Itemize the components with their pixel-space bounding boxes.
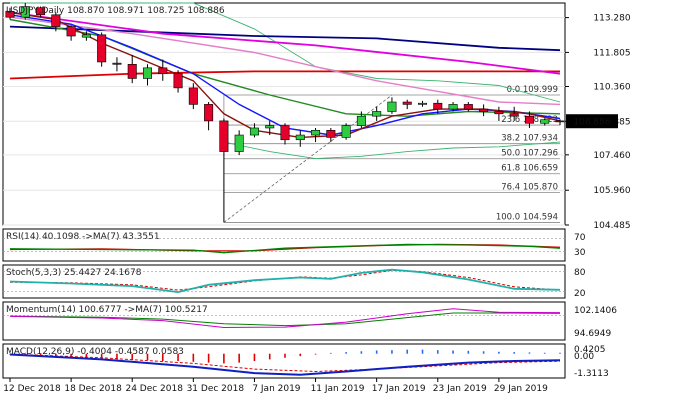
candle-up	[417, 102, 428, 105]
fib-label: 50.0 107.296	[501, 149, 558, 159]
candle-down	[219, 120, 229, 152]
fib-label: 61.8 106.659	[501, 164, 558, 174]
rsi-tick: 30	[574, 248, 586, 258]
candle-up	[540, 119, 550, 124]
y-tick-label: 113.280	[593, 14, 630, 24]
macd-tick: 0.4205	[574, 345, 606, 355]
x-tick-label: 18 Dec 2018	[64, 384, 122, 394]
stoch-title: Stoch(5,3,3) 25.4427 24.1678	[6, 268, 142, 278]
momentum-tick: 102.1406	[574, 306, 617, 316]
candle-down	[173, 73, 183, 89]
fib-label: 76.4 105.870	[501, 182, 558, 192]
ma-darkred	[9, 11, 561, 139]
candle-down	[66, 26, 76, 37]
last-price-box	[566, 114, 618, 129]
x-tick-label: 29 Jan 2019	[494, 384, 548, 394]
candle-up	[341, 125, 351, 138]
y-tick-label: 107.460	[593, 151, 630, 161]
candle-up	[356, 115, 366, 126]
stoch-k-line	[9, 268, 561, 294]
candle-down	[433, 102, 443, 110]
stoch-tick: 20	[574, 289, 586, 299]
momentum-title: Momentum(14) 100.6777 ->MA(7) 100.5217	[6, 305, 208, 315]
candle-down	[402, 101, 412, 105]
last-price-label: 108.886	[573, 118, 610, 128]
candle-up	[142, 67, 153, 79]
x-tick-label: 7 Jan 2019	[252, 384, 300, 394]
candle-down	[280, 125, 290, 141]
candle-up	[20, 6, 30, 18]
x-tick-label: 31 Dec 2018	[187, 384, 245, 394]
candles	[5, 3, 565, 223]
momentum-panel: Momentum(14) 100.6777 ->MA(7) 100.5217 1…	[2, 301, 617, 341]
y-tick-label: 110.360	[593, 82, 630, 92]
x-tick-label: 23 Jan 2019	[433, 384, 487, 394]
candle-down	[158, 67, 168, 75]
y-tick-label: 104.485	[593, 221, 630, 231]
macd-panel: MACD(12,26,9) -0.4004 -0.4587 0.0583 0.4…	[2, 343, 609, 379]
candle-up	[387, 101, 397, 112]
candle-up	[81, 34, 91, 38]
candle-down	[555, 120, 565, 123]
candle-down	[5, 10, 15, 18]
candle-up	[372, 111, 382, 117]
ma-pink	[9, 16, 561, 106]
x-tick-label: 17 Jan 2019	[372, 384, 426, 394]
fib-label: 100.0 104.594	[496, 212, 558, 222]
macd-frame	[2, 343, 566, 379]
stoch-tick: 80	[574, 268, 586, 278]
candle-down	[188, 87, 198, 105]
fib-label: 0.0 109.999	[507, 85, 558, 95]
macd-signal-line	[9, 353, 561, 373]
candle-up	[311, 130, 321, 136]
candle-down	[326, 130, 336, 138]
macd-tick: 0.00	[574, 352, 594, 362]
rsi-title: RSI(14) 40.1098 ->MA(7) 43.3551	[6, 232, 160, 242]
candle-down	[463, 104, 473, 110]
candle-down	[112, 62, 122, 65]
candle-down	[204, 104, 214, 122]
stoch-frame	[2, 264, 566, 299]
date-axis: 12 Dec 2018 18 Dec 2018 24 Dec 2018 31 Dec …	[3, 378, 548, 394]
candle-down	[127, 64, 137, 79]
x-tick-label: 12 Dec 2018	[3, 384, 61, 394]
price-axis: 113.280111.805110.360108.885107.460105.9…	[565, 14, 631, 231]
moving-averages	[9, 11, 561, 139]
momentum-line	[9, 308, 561, 329]
candle-up	[265, 125, 275, 129]
x-tick-label: 24 Dec 2018	[125, 384, 183, 394]
candle-down	[509, 113, 519, 117]
candle-down	[51, 14, 61, 27]
main-title: USDJPY,Daily 108.870 108.971 108.725 108…	[6, 6, 225, 16]
candle-down	[479, 108, 489, 112]
rsi-tick: 70	[574, 233, 586, 243]
ma-magenta	[9, 11, 561, 75]
candle-down	[524, 115, 534, 124]
macd-line	[9, 353, 561, 376]
rsi-panel: RSI(14) 40.1098 ->MA(7) 43.3551 70 30	[2, 228, 586, 262]
main-grid	[3, 17, 565, 226]
x-tick-label: 11 Jan 2019	[311, 384, 365, 394]
candle-down	[97, 34, 107, 63]
candle-up	[295, 134, 305, 141]
stoch-panel: Stoch(5,3,3) 25.4427 24.1678 80 20	[2, 264, 586, 299]
candle-down	[36, 7, 46, 16]
macd-title: MACD(12,26,9) -0.4004 -0.4587 0.0583	[6, 347, 184, 357]
candle-up	[234, 134, 244, 152]
momentum-frame	[2, 301, 566, 341]
momentum-tick: 94.6949	[574, 329, 611, 339]
macd-tick: -1.3113	[574, 369, 609, 379]
ma-red	[9, 70, 560, 80]
rsi-line	[9, 243, 561, 254]
y-tick-label: 111.805	[593, 48, 630, 58]
y-tick-label: 105.960	[593, 186, 630, 196]
candle-up	[448, 104, 458, 110]
fib-label: 38.2 107.934	[501, 134, 558, 144]
candle-up	[249, 127, 259, 136]
bb-lower	[223, 141, 561, 160]
candle-down	[494, 111, 504, 115]
